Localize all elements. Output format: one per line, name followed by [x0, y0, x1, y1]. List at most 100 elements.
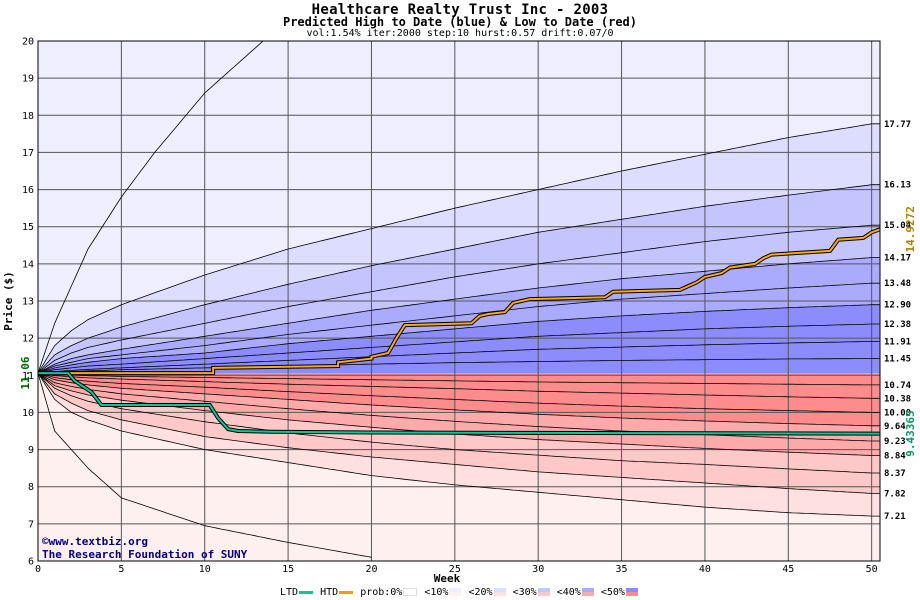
end-label-13.48: 13.48 [884, 279, 911, 289]
high-quantile-q3 [38, 224, 880, 374]
low-band-1 [38, 373, 880, 517]
high-quantile-q9 [38, 358, 880, 374]
low-band-center [38, 373, 880, 385]
htd-end-label: 14.9272 [904, 206, 917, 252]
high-band-2 [38, 184, 880, 374]
legend-swatch-3 [581, 588, 594, 596]
legend-prob-swatch [403, 588, 418, 596]
low-quantile-min [38, 372, 372, 558]
low-band-2 [38, 373, 880, 494]
x-axis-label: Week [434, 572, 461, 585]
low-band-7 [38, 373, 880, 413]
x-tick-20: 20 [365, 564, 377, 575]
x-tick-50: 50 [866, 564, 878, 575]
end-label-11.91: 11.91 [884, 337, 911, 347]
end-label-8.37: 8.37 [884, 469, 906, 479]
high-quantile-q7 [38, 323, 880, 374]
high-quantile-q1 [38, 123, 880, 374]
high-quantile-q2 [38, 184, 880, 374]
x-tick-10: 10 [199, 564, 211, 575]
ltd-end-label: 9.43365 [904, 410, 917, 456]
end-label-16.13: 16.13 [884, 181, 911, 191]
y-tick-17: 17 [22, 148, 34, 159]
end-label-15.04: 15.04 [884, 221, 912, 231]
high-band-1 [38, 123, 880, 374]
x-tick-40: 40 [699, 564, 711, 575]
high-band-8 [38, 341, 880, 374]
y-tick-18: 18 [22, 111, 34, 122]
y-tick-10: 10 [22, 408, 34, 419]
high-quantile-q8 [38, 341, 880, 374]
legend-item-0: <10% [424, 587, 449, 598]
end-label-7.82: 7.82 [884, 489, 906, 499]
legend-htd-label: HTD [320, 587, 339, 598]
y-tick-14: 14 [22, 259, 34, 270]
y-axis-label: Price ($) [2, 271, 15, 331]
high-band-center [38, 358, 880, 374]
x-tick-45: 45 [782, 564, 794, 575]
legend-item-1: <20% [468, 587, 493, 598]
legend-ltd-label: LTD [280, 587, 299, 598]
y-tick-19: 19 [22, 74, 34, 85]
low-quantile-q6 [38, 372, 880, 427]
low-quantile-q7 [38, 372, 880, 413]
y-tick-9: 9 [28, 445, 34, 456]
y-tick-7: 7 [28, 519, 34, 530]
legend-swatch-4 [625, 588, 638, 596]
end-label-11.45: 11.45 [884, 355, 911, 365]
chart-params: vol:1.54% iter:2000 step:10 hurst:0.57 d… [306, 28, 614, 39]
y-tick-11: 11 [22, 371, 34, 382]
y-tick-16: 16 [22, 185, 34, 196]
start-price-label: 11.06 [19, 356, 32, 389]
low-band-3 [38, 373, 880, 473]
y-tick-13: 13 [22, 297, 34, 308]
high-quantile-max [38, 41, 264, 374]
y-tick-15: 15 [22, 222, 34, 233]
end-label-9.23: 9.23 [884, 437, 906, 447]
legend-prob-label: prob:0% [360, 587, 403, 598]
end-label-7.21: 7.21 [884, 512, 906, 522]
chart-subtitle: Predicted High to Date (blue) & Low to D… [282, 15, 637, 29]
legend-htd-swatch [339, 590, 354, 594]
plot-frame [37, 40, 881, 562]
legend-item-2: <30% [512, 587, 537, 598]
x-tick-30: 30 [532, 564, 544, 575]
end-label-10.74: 10.74 [884, 381, 912, 391]
high-quantile-q6 [38, 304, 880, 374]
high-band-7 [38, 324, 880, 374]
high-quantile-q5 [38, 282, 880, 374]
low-band-10 [38, 373, 880, 561]
low-quantile-q8 [38, 372, 880, 399]
low-quantile-q5 [38, 372, 880, 442]
x-tick-5: 5 [118, 564, 124, 575]
credit-block: ©www.textbiz.org The Research Foundation… [42, 535, 247, 561]
legend-item-3: <40% [556, 587, 581, 598]
legend: LTD HTD prob:0% <10% <20% <30% <40% <50% [280, 587, 639, 598]
end-label-8.84: 8.84 [884, 452, 906, 462]
high-band-6 [38, 304, 880, 374]
y-tick-6: 6 [28, 557, 34, 568]
htd-line [38, 228, 880, 375]
legend-swatch-2 [537, 588, 550, 596]
credit-line-1: ©www.textbiz.org [42, 535, 148, 548]
legend-swatch-0 [449, 588, 462, 596]
low-quantile-q3 [38, 372, 880, 474]
low-quantile-q1 [38, 372, 880, 517]
chart-title: Healthcare Realty Trust Inc - 2003 [311, 2, 609, 18]
end-label-10.38: 10.38 [884, 394, 911, 404]
y-tick-12: 12 [22, 334, 34, 345]
end-label-17.77: 17.77 [884, 120, 911, 130]
end-label-14.17: 14.17 [884, 254, 911, 264]
low-quantile-q9 [38, 372, 880, 386]
end-label-12.90: 12.90 [884, 301, 911, 311]
legend-item-4: <50% [600, 587, 625, 598]
end-label-9.64: 9.64 [884, 422, 906, 432]
end-label-12.38: 12.38 [884, 320, 911, 330]
plot-area [38, 41, 880, 561]
legend-swatch-1 [493, 588, 506, 596]
credit-line-2: The Research Foundation of SUNY [42, 548, 248, 561]
x-tick-35: 35 [616, 564, 628, 575]
x-tick-25: 25 [449, 564, 461, 575]
